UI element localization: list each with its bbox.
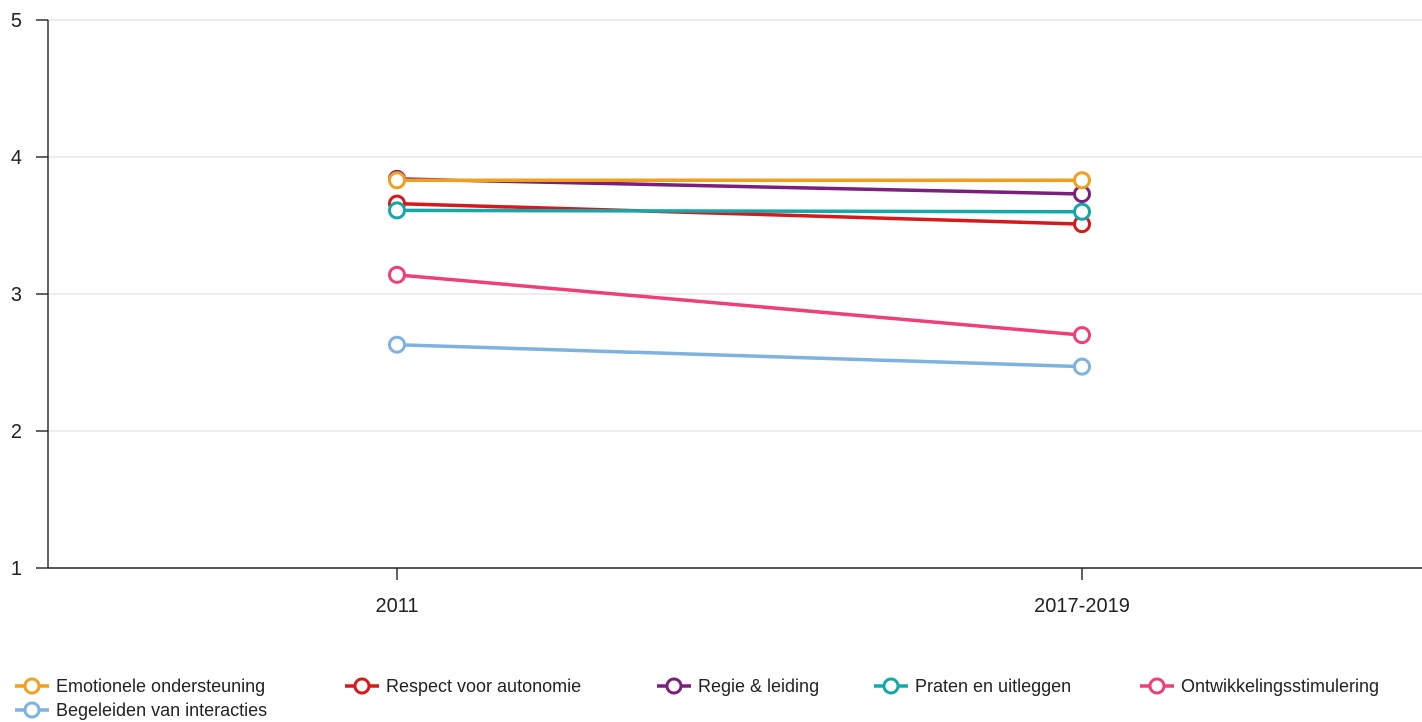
y-tick-label: 1 xyxy=(11,558,22,580)
legend-marker-icon xyxy=(1140,677,1174,695)
y-tick-label: 2 xyxy=(11,421,22,443)
series-0 xyxy=(388,171,1091,190)
legend-item: Begeleiden van interacties xyxy=(14,698,267,722)
data-point xyxy=(1073,326,1091,345)
series-line xyxy=(396,201,1083,226)
legend-label: Praten en uitleggen xyxy=(915,676,1072,696)
legend-item: Praten en uitleggen xyxy=(873,674,1071,698)
legend-label: Ontwikkelingsstimulering xyxy=(1181,676,1380,696)
data-point xyxy=(388,265,406,284)
legend-item: Respect voor autonomie xyxy=(344,674,581,698)
series-layer xyxy=(388,169,1091,376)
series-line xyxy=(396,342,1083,369)
legend-label: Begeleiden van interacties xyxy=(56,700,268,720)
data-point xyxy=(1073,202,1091,221)
series-1 xyxy=(388,194,1091,234)
line-chart: 1 2 3 4 5 2011 2017-2019 xyxy=(11,10,1422,617)
series-4 xyxy=(388,265,1091,345)
y-tick-label: 5 xyxy=(11,10,22,32)
data-point xyxy=(388,171,406,190)
legend-label: Emotionele ondersteuning xyxy=(56,676,266,696)
legend-label: Regie & leiding xyxy=(698,676,820,696)
legend-marker-icon xyxy=(874,677,908,695)
legend-marker-icon xyxy=(345,677,379,695)
y-tick-label: 4 xyxy=(11,147,22,169)
legend-item: Ontwikkelingsstimulering xyxy=(1139,674,1379,698)
legend-item: Regie & leiding xyxy=(656,674,819,698)
legend-item: Emotionele ondersteuning xyxy=(14,674,265,698)
axes: 1 2 3 4 5 2011 2017-2019 xyxy=(11,10,1422,617)
series-3 xyxy=(388,201,1091,221)
x-tick-label: 2011 xyxy=(375,595,418,617)
legend-label: Respect voor autonomie xyxy=(386,676,582,696)
y-tick-label: 3 xyxy=(11,284,22,306)
series-2 xyxy=(388,169,1091,203)
data-point xyxy=(1073,171,1091,190)
legend-marker-icon xyxy=(657,677,691,695)
series-line xyxy=(396,273,1083,337)
gridlines xyxy=(48,19,1422,432)
series-5 xyxy=(388,335,1091,376)
legend-marker-icon xyxy=(15,677,49,695)
data-point xyxy=(1073,357,1091,376)
data-point xyxy=(388,335,406,354)
data-point xyxy=(388,201,406,220)
legend-marker-icon xyxy=(15,701,49,719)
x-tick-label: 2017-2019 xyxy=(1034,595,1130,617)
series-line xyxy=(396,208,1083,214)
